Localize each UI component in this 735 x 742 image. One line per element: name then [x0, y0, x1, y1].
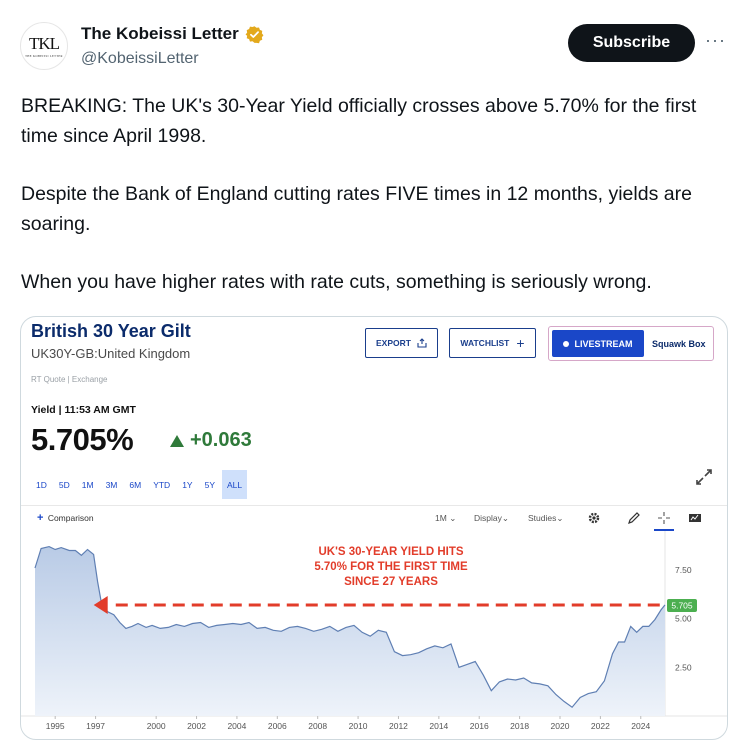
last-price-label: 5.705 — [671, 601, 693, 611]
x-tick-label: 2004 — [227, 721, 246, 731]
tweet-text: BREAKING: The UK's 30-Year Yield officia… — [21, 92, 727, 298]
x-tick-label: 2016 — [470, 721, 489, 731]
yield-change: +0.063 — [170, 429, 252, 452]
draw-pencil-icon[interactable] — [627, 511, 641, 525]
x-tick-label: 2014 — [429, 721, 448, 731]
chart-event-icon[interactable] — [688, 511, 702, 525]
series-line — [34, 545, 666, 709]
x-tick-label: 2020 — [551, 721, 570, 731]
chevron-down-icon: ⌄ — [449, 513, 457, 523]
interval-label: 1M — [435, 513, 447, 523]
livestream-label: LIVESTREAM — [574, 338, 633, 349]
range-ytd[interactable]: YTD — [153, 479, 171, 490]
plus-icon: + — [516, 335, 525, 351]
subscribe-button[interactable]: Subscribe — [568, 24, 695, 62]
last-price-badge — [667, 599, 697, 612]
annotation-text: UK'S 30-YEAR YIELD HITS — [318, 546, 463, 558]
tweet-paragraph: Despite the Bank of England cutting rate… — [21, 183, 692, 235]
x-tick-label: 2000 — [147, 721, 166, 731]
x-tick-label: 2024 — [631, 721, 650, 731]
range-3m[interactable]: 3M — [105, 479, 118, 490]
live-dot-icon — [563, 340, 570, 347]
annotation-text: 5.70% FOR THE FIRST TIME — [314, 561, 468, 573]
avatar-subtext: THE KOBEISSI LETTER — [25, 53, 63, 58]
author-handle[interactable]: @KobeissiLetter — [81, 50, 199, 67]
x-tick-label: 2006 — [268, 721, 287, 731]
chevron-down-icon: ⌄ — [556, 513, 564, 523]
y-tick-label: 5.00 — [675, 614, 692, 624]
tweet-paragraph: When you have higher rates with rate cut… — [21, 271, 652, 293]
chevron-down-icon: ⌄ — [501, 513, 509, 523]
range-6m[interactable]: 6M — [129, 479, 142, 490]
livestream-button[interactable]: LIVESTREAM — [552, 330, 644, 357]
author-display-name[interactable]: The Kobeissi Letter — [81, 24, 239, 43]
y-tick-label: 2.50 — [675, 662, 692, 672]
series-area — [35, 546, 665, 716]
tweet-media-image[interactable]: British 30 Year Gilt UK30Y-GB:United Kin… — [20, 316, 728, 740]
export-label: EXPORT — [376, 338, 411, 348]
up-arrow-icon — [170, 434, 184, 447]
annotation-text: SINCE 27 YEARS — [344, 576, 438, 588]
display-dropdown[interactable]: Display⌄ — [474, 513, 509, 524]
interval-dropdown[interactable]: 1M ⌄ — [435, 513, 456, 524]
studies-label: Studies — [528, 513, 557, 523]
x-tick-label: 2008 — [308, 721, 327, 731]
quote-source: RT Quote | Exchange — [31, 375, 108, 384]
export-button[interactable]: EXPORT — [365, 328, 438, 358]
display-label: Display — [474, 513, 502, 523]
crosshair-icon[interactable] — [657, 511, 671, 525]
x-tick-label: 2018 — [510, 721, 529, 731]
comparison-button[interactable]: + Comparison — [37, 512, 94, 524]
squawk-box-link[interactable]: Squawk Box — [652, 338, 706, 349]
tweet-paragraph: BREAKING: The UK's 30-Year Yield officia… — [21, 95, 697, 147]
plus-icon: + — [37, 512, 44, 524]
more-options-icon[interactable]: ··· — [705, 30, 726, 50]
verified-badge-icon[interactable] — [245, 25, 264, 44]
active-tool-indicator — [654, 529, 674, 531]
range-all[interactable]: ALL — [222, 470, 248, 499]
x-tick-label: 2022 — [591, 721, 610, 731]
range-1m[interactable]: 1M — [81, 479, 94, 490]
range-1y[interactable]: 1Y — [182, 479, 193, 490]
livestream-group: LIVESTREAM Squawk Box — [548, 326, 714, 361]
instrument-title: British 30 Year Gilt — [31, 321, 191, 341]
yield-chart[interactable]: 7.50 5.00 2.50 1995 1997 2000 2002 2004 2006 2008… — [21, 531, 727, 740]
x-tick-label: 1997 — [86, 721, 105, 731]
avatar-monogram: TKL — [28, 33, 60, 53]
chart-toolbar: + Comparison 1M ⌄ Display⌄ Studies⌄ — [21, 505, 727, 531]
range-selector: 1D 5D 1M 3M 6M YTD 1Y 5Y ALL — [31, 470, 249, 499]
instrument-subtitle: UK30Y-GB:United Kingdom — [31, 346, 191, 361]
yield-timestamp: Yield | 11:53 AM GMT — [31, 404, 136, 416]
range-5y[interactable]: 5Y — [204, 479, 215, 490]
x-tick-label: 2010 — [349, 721, 368, 731]
current-yield: 5.705% — [31, 422, 134, 457]
change-value: +0.063 — [190, 429, 252, 451]
x-tick-label: 2002 — [187, 721, 206, 731]
range-5d[interactable]: 5D — [58, 479, 70, 490]
x-tick-label: 1995 — [46, 721, 65, 731]
author-row: The Kobeissi Letter — [81, 24, 264, 44]
arrow-head-icon — [93, 596, 108, 614]
avatar[interactable]: TKL THE KOBEISSI LETTER — [20, 22, 68, 70]
share-icon — [417, 338, 427, 348]
comparison-label: Comparison — [47, 513, 94, 523]
studies-dropdown[interactable]: Studies⌄ — [528, 513, 563, 524]
x-tick-label: 2012 — [389, 721, 408, 731]
y-tick-label: 7.50 — [675, 565, 692, 575]
settings-gear-icon[interactable] — [587, 511, 601, 525]
expand-icon[interactable] — [695, 468, 713, 486]
range-1d[interactable]: 1D — [36, 479, 47, 490]
watchlist-button[interactable]: WATCHLIST + — [449, 328, 536, 358]
watchlist-label: WATCHLIST — [460, 338, 510, 348]
